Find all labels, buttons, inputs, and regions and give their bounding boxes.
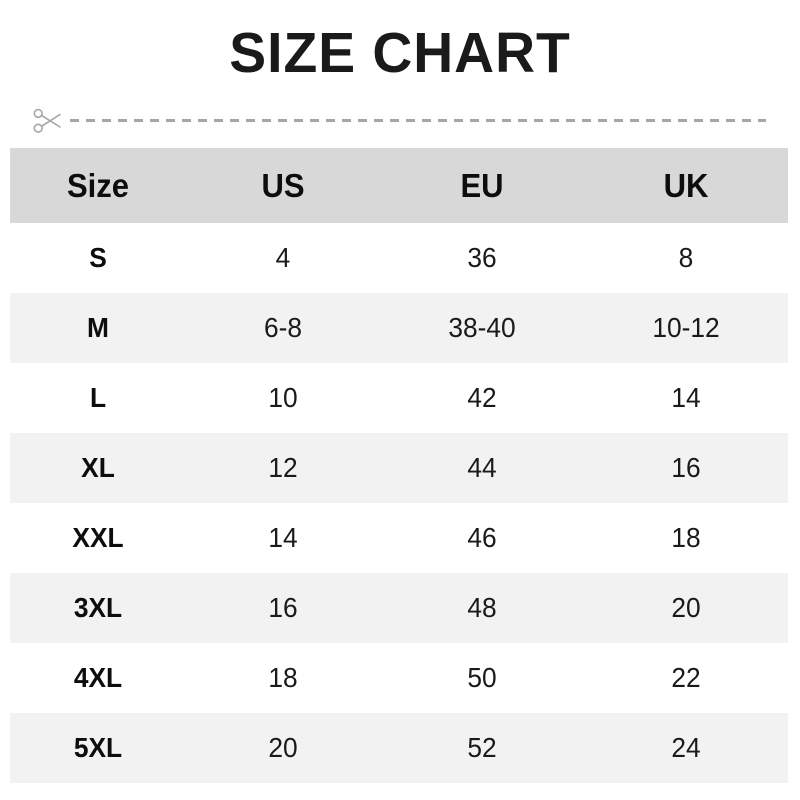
column-header-size: Size — [66, 166, 130, 204]
cell-eu: 50 — [467, 662, 497, 693]
cell-uk: 24 — [671, 732, 701, 763]
cell-us: 10 — [268, 382, 298, 413]
cell-eu: 46 — [467, 522, 497, 553]
cell-size: XL — [81, 452, 115, 483]
table-row: 5XL 20 52 24 — [10, 713, 788, 783]
cell-size: S — [89, 242, 107, 273]
cell-size: M — [87, 312, 109, 343]
cell-size: 4XL — [73, 662, 123, 693]
cell-us: 12 — [268, 452, 298, 483]
cell-us: 18 — [268, 662, 298, 693]
column-header-us: US — [261, 166, 305, 204]
cell-eu: 44 — [467, 452, 497, 483]
cell-us: 20 — [268, 732, 298, 763]
table-header-row: Size US EU UK — [10, 148, 788, 223]
scissors-icon — [26, 103, 70, 139]
page-title-container: SIZE CHART — [0, 22, 800, 84]
cell-uk: 22 — [671, 662, 701, 693]
cell-uk: 8 — [678, 242, 694, 273]
cut-line — [26, 103, 774, 139]
cell-uk: 16 — [671, 452, 701, 483]
page-title: SIZE CHART — [229, 21, 571, 85]
cell-size: 5XL — [73, 732, 123, 763]
column-header-uk: UK — [663, 166, 709, 204]
cell-uk: 14 — [671, 382, 701, 413]
size-chart-table: Size US EU UK S 4 36 8 M 6-8 38-40 10-12… — [10, 148, 788, 783]
dashed-cut-line — [70, 119, 766, 122]
cell-eu: 52 — [467, 732, 497, 763]
table-row: S 4 36 8 — [10, 223, 788, 293]
table-row: L 10 42 14 — [10, 363, 788, 433]
cell-us: 16 — [268, 592, 298, 623]
cell-size: XXL — [72, 522, 124, 553]
cell-size: L — [89, 382, 107, 413]
cell-us: 6-8 — [263, 312, 303, 343]
table-row: 3XL 16 48 20 — [10, 573, 788, 643]
table-row: XL 12 44 16 — [10, 433, 788, 503]
cell-uk: 18 — [671, 522, 701, 553]
table-row: XXL 14 46 18 — [10, 503, 788, 573]
cell-uk: 20 — [671, 592, 701, 623]
cell-uk: 10-12 — [652, 312, 720, 343]
table-row: M 6-8 38-40 10-12 — [10, 293, 788, 363]
column-header-eu: EU — [460, 166, 504, 204]
cell-size: 3XL — [73, 592, 123, 623]
cell-us: 14 — [268, 522, 298, 553]
cell-eu: 36 — [467, 242, 497, 273]
cell-eu: 42 — [467, 382, 497, 413]
cell-eu: 38-40 — [448, 312, 516, 343]
cell-eu: 48 — [467, 592, 497, 623]
cell-us: 4 — [275, 242, 291, 273]
table-row: 4XL 18 50 22 — [10, 643, 788, 713]
